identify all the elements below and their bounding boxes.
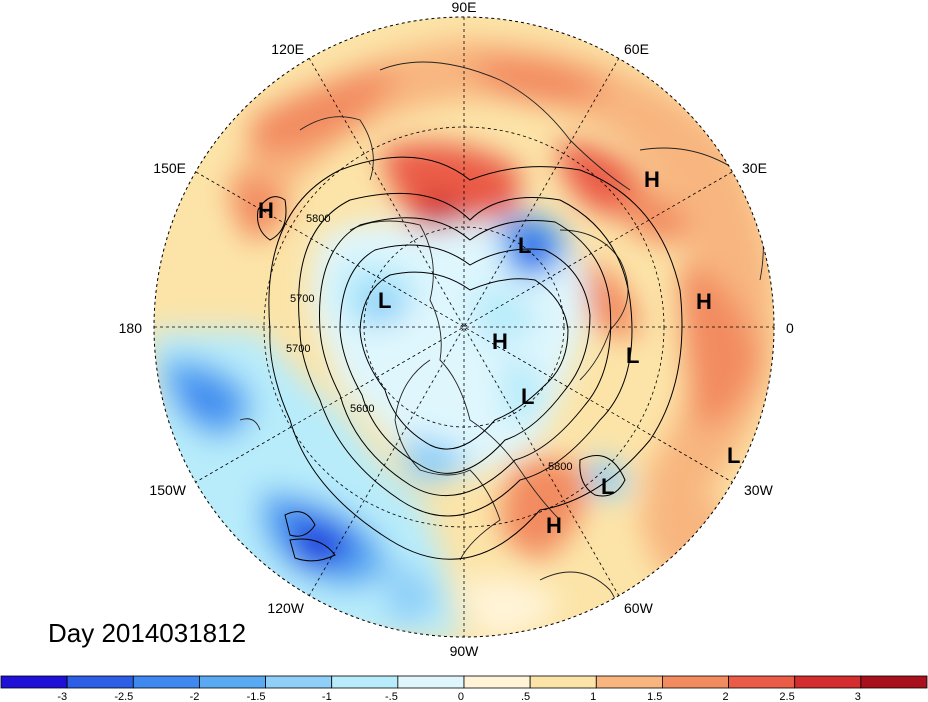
colorbar-tick-label: -2.5 (114, 691, 133, 702)
lon-label-90e: 90E (452, 0, 477, 15)
pressure-centers: H H H H H L L L L L L (258, 167, 740, 538)
colorbar-tick-label: -3 (57, 691, 67, 702)
low-pressure-center: L (378, 288, 391, 313)
low-pressure-center: L (518, 233, 531, 258)
lon-label-120w: 120W (267, 600, 304, 616)
lon-label-60w: 60W (624, 600, 654, 616)
lon-label-30e: 30E (742, 160, 767, 176)
colorbar-tick-label: -1.5 (247, 691, 266, 702)
colorbar-swatch (595, 675, 663, 689)
colorbar-swatch (728, 675, 796, 689)
colorbar-swatch (463, 675, 531, 689)
high-pressure-center: H (258, 198, 274, 223)
colorbar-tick-label: -2 (190, 691, 200, 702)
contour-label: 5600 (350, 403, 374, 415)
contour-label: 5800 (306, 213, 330, 225)
lon-label-30w: 30W (744, 482, 774, 498)
colorbar-swatch (860, 675, 928, 689)
high-pressure-center: H (644, 167, 660, 192)
longitude-labels: 90E 60E 30E 0 30W 60W 90W 120W 150W 180 … (119, 0, 794, 659)
anomaly-field (154, 17, 774, 637)
height-contours (257, 156, 683, 562)
map-boundary (153, 16, 775, 638)
colorbar-swatch (0, 675, 68, 689)
colorbar-swatch (66, 675, 134, 689)
colorbar-tick-label: 0 (458, 691, 464, 702)
colorbar-swatch (265, 675, 333, 689)
colorbar-swatch (132, 675, 200, 689)
contour-label: 5700 (286, 343, 310, 355)
colorbar-tick-label: 1.5 (647, 691, 662, 702)
colorbar-tick-label: .5 (521, 691, 530, 702)
lon-label-150e: 150E (153, 160, 186, 176)
lon-label-90w: 90W (450, 643, 480, 659)
lon-label-180: 180 (119, 320, 143, 336)
colorbar-tick-label: -1 (322, 691, 332, 702)
colorbar-tick-label: 3 (855, 691, 861, 702)
high-pressure-center: H (492, 329, 508, 354)
lon-label-0: 0 (786, 320, 794, 336)
low-pressure-center: L (626, 343, 639, 368)
colorbar-tick-label: 2 (722, 691, 728, 702)
colorbar-swatch (662, 675, 729, 689)
lon-label-120e: 120E (271, 41, 304, 57)
low-pressure-center: L (521, 384, 534, 409)
day-title: Day 2014031812 (48, 618, 247, 648)
coastlines (239, 61, 764, 637)
lon-label-150w: 150W (149, 482, 186, 498)
colorbar-swatch (397, 675, 465, 689)
high-pressure-center: H (546, 513, 562, 538)
colorbar-swatch (529, 675, 597, 689)
colorbar-tick-label: 1 (590, 691, 596, 702)
contour-label: 5700 (290, 293, 314, 305)
colorbar-swatch (331, 675, 399, 689)
high-pressure-center: H (696, 289, 712, 314)
lon-label-60e: 60E (624, 41, 649, 57)
colorbar-swatch (199, 675, 266, 689)
contour-label: 5800 (548, 461, 572, 473)
colorbar: -3 -2.5 -2 -1.5 -1 -.5 0 .5 1 1.5 2 2.5 3 (0, 675, 928, 702)
colorbar-tick-label: -.5 (385, 691, 398, 702)
low-pressure-center: L (727, 443, 740, 468)
colorbar-tick-label: 2.5 (779, 691, 794, 702)
colorbar-swatch (794, 675, 862, 689)
contour-label-group: 5800 5700 5700 5600 5800 (286, 213, 572, 473)
low-pressure-center: L (601, 474, 614, 499)
